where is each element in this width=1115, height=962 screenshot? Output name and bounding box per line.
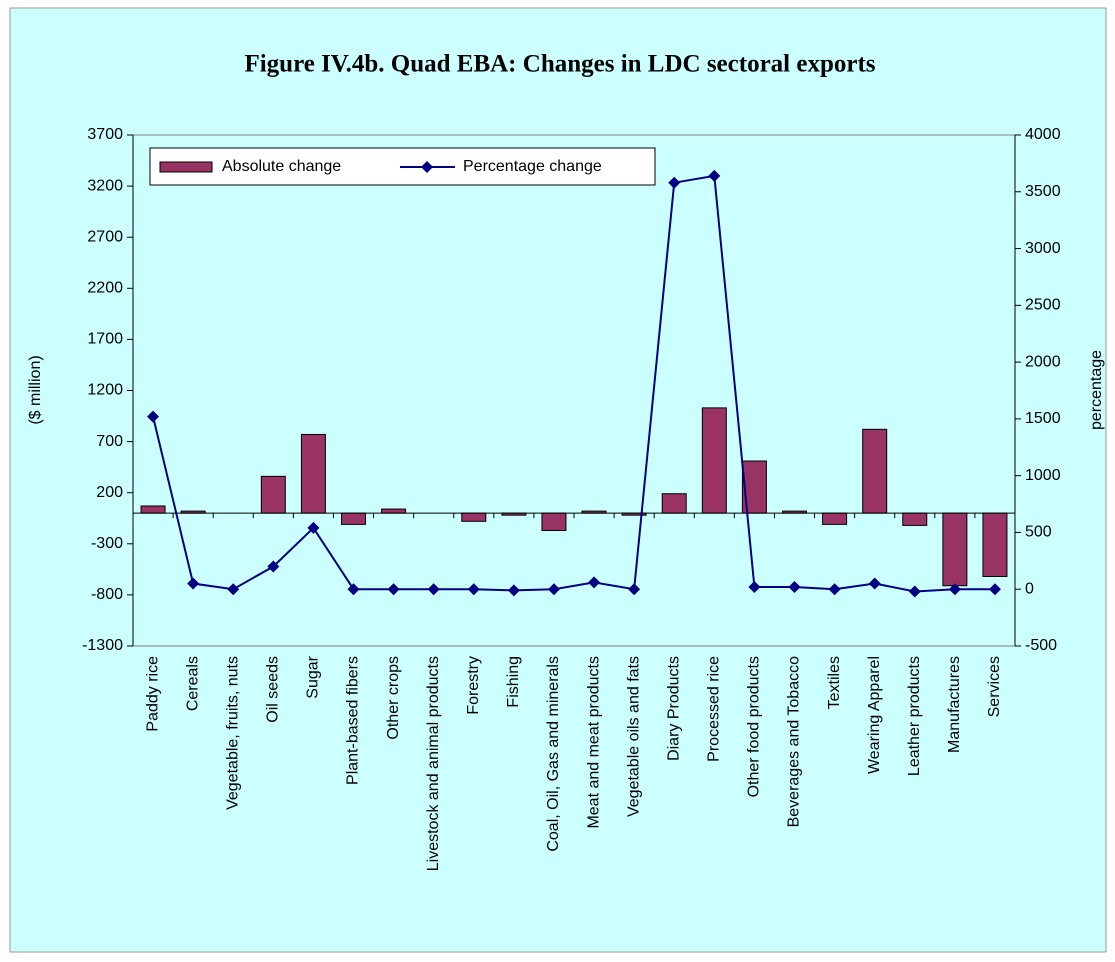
x-tick-label: Paddy rice	[144, 656, 161, 732]
y2-tick-label: 500	[1025, 524, 1052, 541]
line-marker	[628, 583, 641, 596]
y2-tick-label: 1000	[1025, 467, 1061, 484]
line-marker	[668, 176, 681, 189]
x-tick-label: Cereals	[184, 656, 201, 711]
line-marker	[227, 583, 240, 596]
x-tick-label: Meat and meat products	[585, 656, 602, 829]
line-marker	[868, 577, 881, 590]
y-tick-label: 3700	[87, 126, 123, 143]
line-marker	[267, 560, 280, 573]
x-tick-label: Leather products	[906, 656, 923, 776]
bar	[902, 512, 928, 526]
bar	[822, 512, 848, 525]
y2-tick-label: -500	[1025, 637, 1057, 654]
line-marker	[427, 583, 440, 596]
y-tick-label: 2700	[87, 228, 123, 245]
y-tick-label: 200	[96, 484, 123, 501]
x-tick-label: Oil seeds	[265, 656, 282, 723]
line-marker	[467, 583, 480, 596]
y2-tick-label: 3500	[1025, 183, 1061, 200]
y-tick-label: 2200	[87, 280, 123, 297]
bar	[300, 433, 326, 514]
line-marker	[387, 583, 400, 596]
y-tick-label: -1300	[82, 637, 123, 654]
line-marker	[187, 577, 200, 590]
line	[152, 174, 995, 593]
bar	[701, 407, 727, 514]
line-marker	[748, 580, 761, 593]
bar	[260, 475, 286, 514]
y2-axis-label: percentage	[1088, 350, 1105, 430]
x-tick-label: Other food products	[746, 656, 763, 797]
bar	[541, 512, 567, 532]
bar	[661, 493, 687, 514]
x-tick-label: Beverages and Tobacco	[786, 656, 803, 827]
line-marker	[948, 583, 961, 596]
bar	[982, 512, 1008, 578]
x-tick-label: Fishing	[505, 656, 522, 708]
bar	[140, 505, 166, 514]
y2-tick-label: 2000	[1025, 353, 1061, 370]
bar	[381, 508, 407, 514]
y-tick-label: 700	[96, 433, 123, 450]
y2-tick-label: 3000	[1025, 240, 1061, 257]
legend-marker	[421, 161, 433, 173]
y2-tick-label: 4000	[1025, 126, 1061, 143]
legend-label: Percentage change	[463, 158, 602, 175]
legend-swatch	[159, 161, 213, 173]
y-tick-label: -300	[91, 535, 123, 552]
x-tick-label: Other crops	[385, 656, 402, 740]
x-tick-label: Services	[986, 656, 1003, 717]
y-tick-label: 3200	[87, 177, 123, 194]
bar	[461, 512, 487, 522]
x-tick-label: Plant-based fibers	[345, 656, 362, 785]
x-tick-label: Vegetable oils and fats	[625, 656, 642, 817]
x-tick-label: Processed rice	[706, 656, 723, 762]
line-marker	[708, 169, 721, 182]
line-marker	[908, 585, 921, 598]
line-marker	[507, 584, 520, 597]
y-tick-label: 1700	[87, 331, 123, 348]
y2-tick-label: 1500	[1025, 410, 1061, 427]
line-marker	[307, 521, 320, 534]
x-tick-label: Coal, Oil, Gas and minerals	[545, 656, 562, 852]
x-tick-label: Manufactures	[946, 656, 963, 753]
x-tick-label: Livestock and animal products	[425, 656, 442, 871]
line-marker	[788, 580, 801, 593]
line-marker	[547, 583, 560, 596]
x-tick-label: Forestry	[465, 656, 482, 715]
chart-title: Figure IV.4b. Quad EBA: Changes in LDC s…	[244, 51, 875, 78]
line-marker	[828, 583, 841, 596]
y2-tick-label: 2500	[1025, 297, 1061, 314]
bar	[341, 512, 366, 525]
line-marker	[988, 583, 1001, 596]
y-tick-label: 1200	[87, 382, 123, 399]
bar	[942, 512, 968, 587]
x-tick-label: Textiles	[826, 656, 843, 709]
line-marker	[147, 410, 160, 423]
y2-tick-label: 0	[1025, 580, 1034, 597]
line-marker	[588, 576, 601, 589]
y-axis-label: ($ million)	[27, 355, 44, 424]
x-tick-label: Diary Products	[665, 656, 682, 761]
line-marker	[347, 583, 360, 596]
x-tick-label: Vegetable, fruits, nuts	[224, 656, 241, 810]
y-tick-label: -800	[91, 586, 123, 603]
x-tick-label: Sugar	[305, 655, 322, 698]
x-tick-label: Wearing Apparel	[866, 656, 883, 774]
bar	[862, 428, 888, 514]
legend-label: Absolute change	[222, 158, 341, 175]
